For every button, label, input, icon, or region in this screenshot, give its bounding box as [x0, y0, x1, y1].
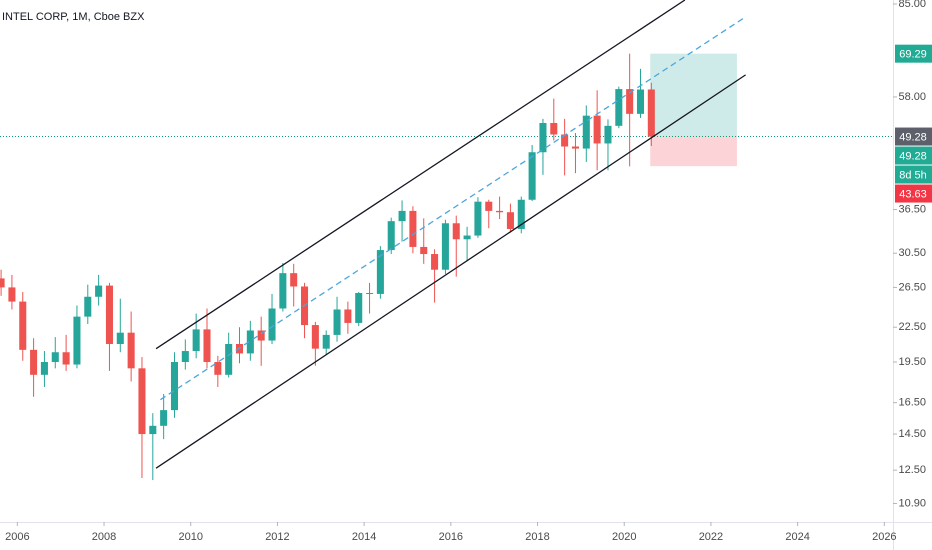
candle-body	[149, 425, 157, 435]
candle-body	[506, 212, 514, 229]
candle-body	[636, 89, 645, 114]
last-price-label-box	[895, 146, 932, 165]
stop-label: 43.63	[899, 188, 927, 200]
candle-body	[539, 123, 547, 153]
countdown-label: 8d 5h	[899, 169, 927, 181]
candle-body	[19, 301, 27, 350]
x-tick-label: 2016	[439, 531, 463, 543]
y-tick-label: 14.50	[898, 428, 926, 440]
candle-body	[95, 285, 103, 297]
candle-body	[160, 410, 168, 426]
candle-body	[593, 115, 601, 144]
candle-body	[485, 201, 493, 211]
y-tick-label: 26.50	[898, 281, 926, 293]
candle-body	[181, 351, 189, 363]
candle-body	[73, 316, 81, 365]
y-tick-label: 16.50	[898, 397, 926, 409]
entry-label: 49.28	[899, 131, 927, 143]
target-label: 69.29	[899, 49, 927, 61]
candle-body	[170, 362, 179, 411]
candle-body	[571, 146, 579, 149]
x-tick-label: 2014	[352, 531, 376, 543]
candle-body	[116, 332, 124, 344]
candle-body	[387, 221, 395, 251]
chart-title: INTEL CORP, 1M, Cboe BZX	[2, 11, 145, 23]
target-label-box	[895, 44, 932, 63]
candle-body	[62, 352, 70, 365]
candle-body	[463, 235, 471, 240]
trend-line	[155, 0, 686, 350]
candle-body	[333, 309, 341, 335]
candle-body	[582, 115, 590, 149]
y-tick-label: 19.50	[898, 356, 926, 368]
candle-body	[51, 352, 59, 363]
candle-body	[268, 308, 276, 341]
candle-body	[322, 334, 330, 349]
x-tick-label: 2008	[92, 531, 116, 543]
candle-body	[420, 246, 428, 255]
trend-line	[155, 74, 746, 469]
candle-body	[311, 325, 319, 349]
candle-body	[517, 199, 525, 229]
y-tick-label: 58.00	[898, 91, 926, 103]
candle-body	[474, 201, 482, 236]
y-tick-label: 36.50	[898, 203, 926, 215]
stop-label-box	[895, 184, 932, 203]
countdown-label-box	[895, 165, 932, 184]
candle-body	[376, 250, 384, 294]
profit-zone	[650, 53, 737, 137]
candle-body	[528, 152, 536, 200]
x-tick-label: 2006	[5, 531, 29, 543]
candle-body	[615, 89, 623, 126]
y-tick-label: 85.00	[898, 0, 926, 10]
candle-body	[409, 210, 417, 247]
candle-body	[0, 278, 5, 288]
candle-body	[203, 329, 211, 363]
candle-body	[366, 292, 374, 294]
candle-body	[40, 362, 48, 375]
x-tick-label: 2010	[178, 531, 202, 543]
candle-body	[441, 223, 449, 270]
candle-body	[30, 349, 38, 375]
candle-body	[192, 329, 200, 352]
trend-line	[160, 16, 746, 401]
x-tick-label: 2022	[699, 531, 723, 543]
x-tick-label: 2024	[785, 531, 809, 543]
candle-body	[604, 125, 612, 144]
candle-body	[561, 134, 569, 147]
candle-body	[550, 123, 558, 135]
candle-body	[452, 223, 460, 240]
candle-body	[214, 362, 222, 375]
x-tick-label: 2026	[872, 531, 896, 543]
candle-body	[257, 330, 265, 341]
candle-body	[290, 273, 298, 287]
x-tick-label: 2012	[265, 531, 289, 543]
y-tick-label: 22.50	[898, 321, 926, 333]
candle-body	[246, 330, 254, 354]
candle-body	[127, 332, 135, 369]
x-tick-label: 2020	[612, 531, 636, 543]
entry-label-box	[895, 127, 932, 146]
y-tick-label: 30.50	[898, 247, 926, 259]
candle-body	[279, 273, 287, 309]
candle-body	[647, 89, 655, 137]
x-tick-label: 2018	[525, 531, 549, 543]
candle-body	[84, 296, 92, 317]
candle-body	[138, 368, 146, 435]
candle-body	[225, 343, 233, 375]
candle-body	[105, 285, 113, 344]
candle-body	[344, 309, 352, 323]
candle-body	[496, 210, 504, 213]
loss-zone	[650, 136, 737, 167]
candle-body	[626, 89, 634, 114]
y-tick-label: 12.50	[898, 464, 926, 476]
candle-body	[355, 292, 363, 323]
y-tick-label: 10.90	[898, 497, 926, 509]
candle-body	[8, 287, 16, 302]
last-price-label: 49.28	[899, 150, 927, 162]
candle-body	[398, 210, 406, 222]
candle-body	[431, 254, 439, 270]
